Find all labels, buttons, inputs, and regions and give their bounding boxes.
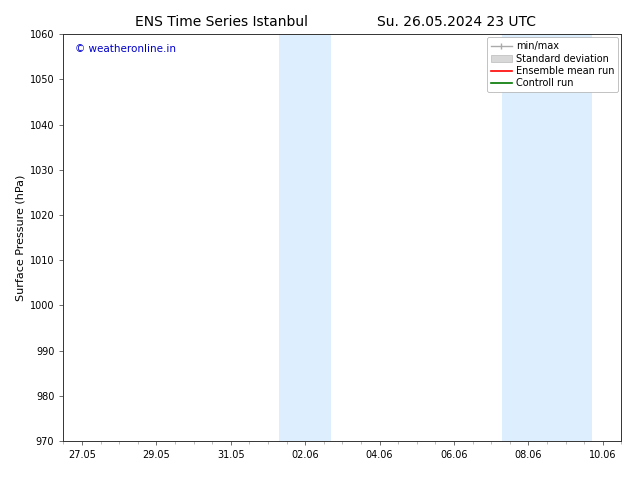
Y-axis label: Surface Pressure (hPa): Surface Pressure (hPa) (16, 174, 25, 301)
Text: ENS Time Series Istanbul: ENS Time Series Istanbul (136, 15, 308, 29)
Bar (502, 34, 592, 441)
Bar (279, 34, 331, 441)
Text: © weatheronline.in: © weatheronline.in (75, 45, 176, 54)
Text: Su. 26.05.2024 23 UTC: Su. 26.05.2024 23 UTC (377, 15, 536, 29)
Legend: min/max, Standard deviation, Ensemble mean run, Controll run: min/max, Standard deviation, Ensemble me… (487, 37, 618, 92)
